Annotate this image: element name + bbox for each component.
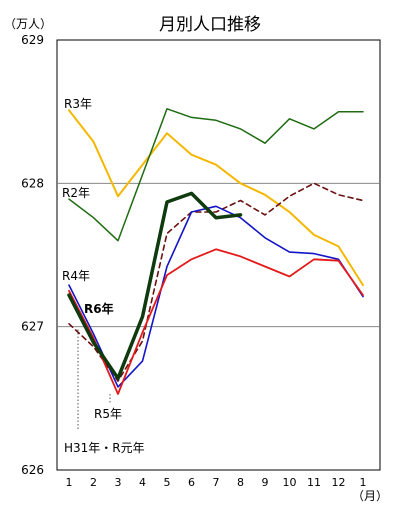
series-line-2: [68, 182, 364, 382]
y-tick-label: 626: [21, 463, 44, 477]
x-tick-label: 4: [139, 476, 146, 489]
x-tick-label: 6: [188, 476, 195, 489]
x-tick-label: 1: [66, 476, 73, 489]
plot-area-frame: [56, 39, 381, 471]
x-tick-label: 3: [115, 476, 122, 489]
x-tick-label: 9: [262, 476, 269, 489]
chart-title: 月別人口推移: [159, 15, 261, 35]
y-tick-label: 628: [21, 176, 44, 190]
x-tick-label: 10: [283, 476, 297, 489]
x-tick-label: 7: [213, 476, 220, 489]
series-line-0: [68, 109, 364, 287]
series-label: R2年: [62, 186, 90, 200]
x-axis-unit-label: （月）: [352, 489, 388, 503]
y-tick-label: 629: [21, 33, 44, 47]
series-line-4: [68, 248, 364, 395]
series-line-5: [67, 191, 243, 381]
series-label: R6年: [84, 301, 114, 316]
x-tick-label: 2: [90, 476, 97, 489]
y-axis-unit-label: （万人）: [4, 17, 52, 31]
y-tick-label: 627: [21, 320, 44, 334]
series-label: R5年: [94, 407, 122, 421]
series-label: R3年: [64, 97, 92, 111]
series-label: R4年: [62, 269, 90, 283]
series-label: H31年・R元年: [64, 441, 145, 455]
x-tick-label: 11: [307, 476, 321, 489]
x-tick-label: 1: [360, 476, 367, 489]
series-line-3: [68, 205, 364, 388]
x-tick-label: 8: [237, 476, 244, 489]
x-tick-label: 5: [164, 476, 171, 489]
series-line-1: [68, 108, 364, 242]
x-tick-label: 12: [332, 476, 346, 489]
